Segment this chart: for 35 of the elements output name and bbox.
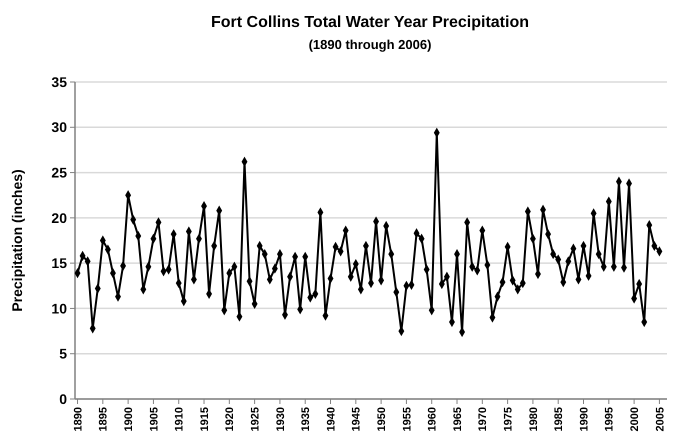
y-tick-label: 30 xyxy=(51,119,68,136)
x-tick-label: 1935 xyxy=(300,407,312,432)
y-axis-title: Precipitation (inches) xyxy=(9,169,25,312)
x-tick-label: 1915 xyxy=(198,407,211,432)
x-tick-label: 1910 xyxy=(174,407,186,432)
x-tick-label: 1890 xyxy=(72,407,84,432)
x-tick-label: 2005 xyxy=(654,407,666,432)
x-tick-label: 1980 xyxy=(528,407,540,432)
y-tick-label: 5 xyxy=(59,346,68,362)
y-tick-label: 10 xyxy=(51,300,68,316)
x-tick-label: 1930 xyxy=(274,407,287,432)
x-tick-label: 1950 xyxy=(376,407,388,432)
x-tick-label: 1990 xyxy=(578,407,590,432)
chart-title: Fort Collins Total Water Year Precipitation xyxy=(211,14,529,31)
x-tick-label: 1970 xyxy=(477,407,490,432)
x-tick-label: 1995 xyxy=(604,407,616,432)
x-tick-label: 1900 xyxy=(122,407,135,432)
chart-subtitle: (1890 through 2006) xyxy=(308,37,432,52)
x-tick-label: 1945 xyxy=(350,407,363,432)
x-tick-label: 1895 xyxy=(98,407,110,432)
y-tick-label: 25 xyxy=(51,164,68,180)
x-tick-label: 1955 xyxy=(401,407,414,432)
x-tick-label: 1965 xyxy=(452,407,464,432)
x-tick-label: 1905 xyxy=(148,407,160,432)
y-tick-label: 15 xyxy=(51,255,68,272)
x-tick-label: 1960 xyxy=(426,407,439,432)
y-tick-label: 0 xyxy=(59,390,68,407)
x-tick-label: 1985 xyxy=(553,407,566,432)
y-tick-label: 20 xyxy=(51,210,68,226)
y-tick-label: 35 xyxy=(51,74,68,90)
x-tick-label: 1925 xyxy=(249,407,262,432)
x-tick-label: 2000 xyxy=(628,407,641,432)
x-tick-label: 1940 xyxy=(325,407,338,432)
x-tick-label: 1920 xyxy=(224,407,236,432)
x-tick-label: 1975 xyxy=(502,407,514,432)
